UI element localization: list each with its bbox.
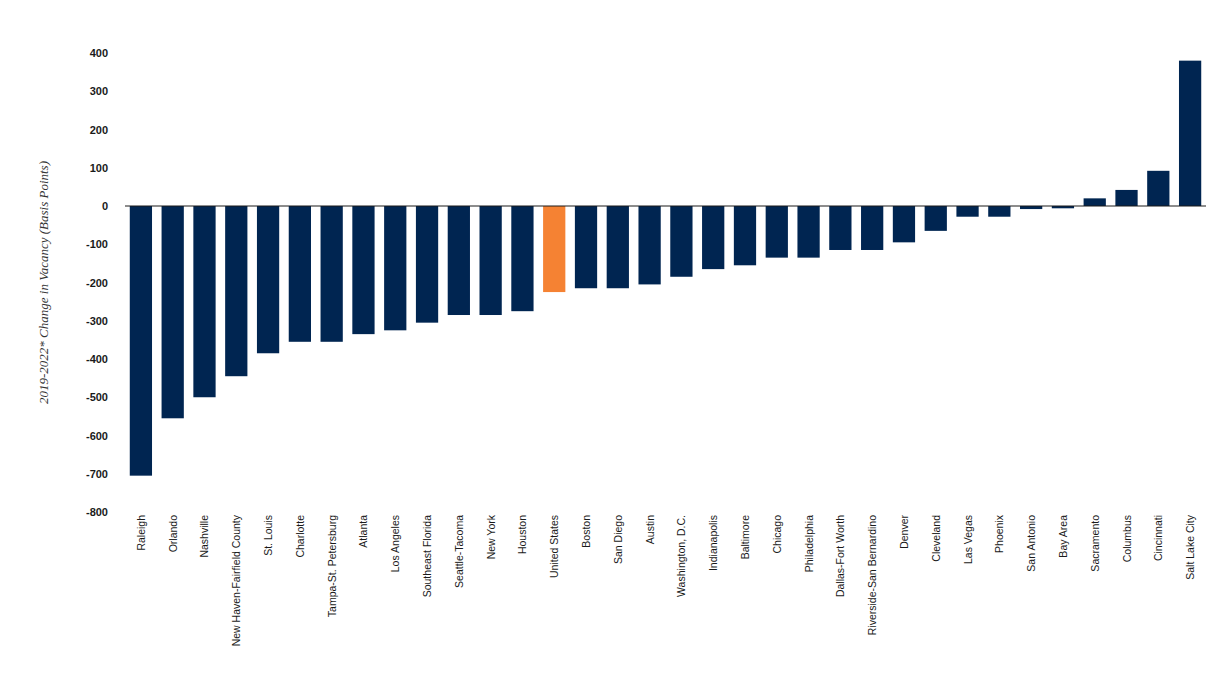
x-tick-label: Sacramento [1089,515,1101,572]
x-tick-label: Bay Area [1057,515,1069,558]
baseline [125,206,1206,207]
x-tick-label: New Haven-Fairfield County [230,514,242,646]
y-tick-label: 400 [90,47,108,59]
y-tick-label: -300 [86,315,108,327]
bar [638,206,660,284]
bar [352,206,374,334]
bar [193,206,215,397]
bar [543,206,565,292]
bar [988,206,1010,217]
bar [511,206,533,311]
x-tick-label: Southeast Florida [421,515,433,597]
x-tick-label: Raleigh [135,515,147,551]
x-tick-label: San Antonio [1025,515,1037,572]
bar [702,206,724,269]
bar [321,206,343,342]
x-tick-label: Phoenix [993,514,1005,553]
y-tick-label: -400 [86,353,108,365]
x-axis: Raleigh Orlando Nashville New Haven-Fairfie… [135,514,1196,646]
x-tick-label: Chicago [771,515,783,554]
x-tick-label: Houston [516,515,528,554]
chart: -800 -700 -600 -500 -400 -300 -200 -100 0 100 200 3… [0,0,1226,675]
bar [607,206,629,288]
bar [1115,190,1137,206]
bar [130,206,152,476]
y-tick-label: -800 [86,506,108,518]
y-tick-label: 0 [102,200,108,212]
y-tick-label: -500 [86,391,108,403]
x-tick-label: Baltimore [739,515,751,560]
x-tick-label: Atlanta [357,515,369,548]
bars [130,61,1201,476]
x-tick-label: Dallas-Fort Worth [834,515,846,597]
bar [893,206,915,242]
x-tick-label: Salt Lake City [1184,514,1196,580]
bar [162,206,184,418]
x-tick-label: Philadelphia [803,515,815,572]
x-tick-label: St. Louis [262,515,274,556]
y-axis: -800 -700 -600 -500 -400 -300 -200 -100 0 100 200 3… [86,47,108,518]
x-tick-label: Boston [580,515,592,548]
bar [575,206,597,288]
bar [670,206,692,277]
bar [797,206,819,258]
bar [1084,198,1106,206]
x-tick-label: Los Angeles [389,515,401,572]
bar [1179,61,1201,206]
bar [225,206,247,376]
x-tick-label: Las Vegas [962,515,974,564]
y-tick-label: -700 [86,468,108,480]
y-tick-label: 200 [90,124,108,136]
bar [925,206,947,231]
bar [956,206,978,217]
y-tick-label: 100 [90,162,108,174]
y-tick-label: 300 [90,85,108,97]
bar [734,206,756,265]
x-tick-label: Tampa-St. Petersburg [326,515,338,617]
x-tick-label: Charlotte [294,515,306,558]
bar [289,206,311,342]
x-tick-label: Cincinnati [1152,515,1164,561]
x-tick-label: Seattle-Tacoma [453,515,465,588]
x-tick-label: San Diego [612,515,624,564]
bar [416,206,438,323]
x-tick-label: New York [485,514,497,559]
x-tick-label: Cleveland [930,515,942,562]
x-tick-label: Indianapolis [707,515,719,571]
bar [257,206,279,353]
bar [480,206,502,315]
x-tick-label: Riverside-San Bernardino [866,515,878,635]
bar [448,206,470,315]
bar [766,206,788,258]
bar [829,206,851,250]
x-tick-label: Columbus [1121,515,1133,562]
y-tick-label: -200 [86,277,108,289]
x-tick-label: United States [548,515,560,578]
bar [861,206,883,250]
x-tick-label: Austin [644,515,656,544]
x-tick-label: Orlando [167,515,179,553]
x-tick-label: Denver [898,515,910,549]
x-tick-label: Nashville [198,515,210,558]
y-axis-label: 2019-2022* Change in Vacancy (Basis Poin… [36,161,51,404]
y-tick-label: -600 [86,430,108,442]
bar [1147,171,1169,206]
x-tick-label: Washington, D.C. [675,515,687,597]
y-tick-label: -100 [86,238,108,250]
bar [384,206,406,330]
